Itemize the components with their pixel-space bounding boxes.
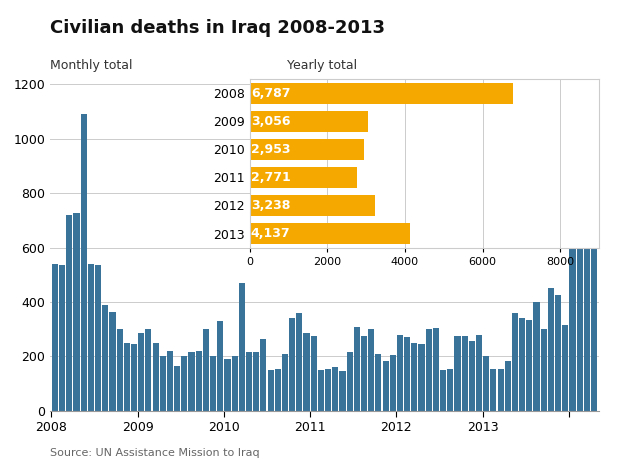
Bar bbox=[462, 336, 468, 411]
Bar bbox=[440, 370, 446, 411]
Bar bbox=[160, 356, 166, 411]
Bar bbox=[519, 318, 525, 411]
Bar bbox=[332, 368, 338, 411]
Bar bbox=[124, 343, 130, 411]
Bar bbox=[88, 264, 94, 411]
Bar bbox=[505, 361, 511, 411]
Bar bbox=[397, 335, 403, 411]
Bar bbox=[325, 369, 331, 411]
Text: Monthly total: Monthly total bbox=[50, 59, 132, 72]
Bar bbox=[548, 288, 554, 411]
Bar bbox=[253, 353, 259, 411]
Bar bbox=[390, 355, 396, 411]
Bar bbox=[66, 215, 72, 411]
Bar bbox=[131, 344, 137, 411]
Bar bbox=[275, 369, 281, 411]
Bar bbox=[303, 333, 310, 411]
Bar bbox=[181, 356, 187, 411]
Text: 3,056: 3,056 bbox=[251, 115, 290, 128]
Bar bbox=[239, 283, 245, 411]
Bar bbox=[102, 304, 109, 411]
Bar bbox=[74, 213, 80, 411]
Bar bbox=[117, 329, 123, 411]
Bar bbox=[225, 359, 230, 411]
Bar bbox=[383, 361, 389, 411]
Bar bbox=[260, 339, 266, 411]
Bar bbox=[584, 158, 590, 411]
Bar bbox=[411, 343, 417, 411]
Bar bbox=[174, 366, 180, 411]
Bar bbox=[339, 371, 346, 411]
Bar bbox=[361, 336, 367, 411]
Bar bbox=[145, 329, 152, 411]
Bar bbox=[250, 111, 368, 132]
Bar bbox=[469, 341, 475, 411]
Text: Civilian deaths in Iraq 2008-2013: Civilian deaths in Iraq 2008-2013 bbox=[50, 19, 385, 37]
Bar bbox=[95, 265, 101, 411]
Bar bbox=[318, 370, 324, 411]
Bar bbox=[540, 329, 547, 411]
Bar bbox=[375, 354, 381, 411]
Bar bbox=[296, 313, 303, 411]
Bar bbox=[203, 329, 209, 411]
Bar bbox=[534, 302, 540, 411]
Bar bbox=[354, 326, 360, 411]
Text: 2,771: 2,771 bbox=[251, 171, 291, 184]
Bar bbox=[289, 318, 295, 411]
Bar bbox=[512, 313, 518, 411]
Bar bbox=[346, 353, 353, 411]
Bar bbox=[555, 295, 561, 411]
Bar bbox=[476, 335, 482, 411]
Bar bbox=[433, 328, 439, 411]
Bar bbox=[217, 321, 223, 411]
Bar bbox=[138, 333, 144, 411]
Bar bbox=[52, 264, 58, 411]
Bar bbox=[196, 351, 202, 411]
Bar bbox=[562, 325, 568, 411]
Bar bbox=[250, 195, 375, 216]
Bar bbox=[268, 370, 274, 411]
Bar bbox=[232, 356, 238, 411]
Text: Source: UN Assistance Mission to Iraq: Source: UN Assistance Mission to Iraq bbox=[50, 448, 260, 458]
Bar bbox=[250, 167, 357, 188]
Bar bbox=[404, 337, 410, 411]
Text: 2,953: 2,953 bbox=[251, 143, 290, 156]
Bar bbox=[419, 344, 424, 411]
Bar bbox=[368, 329, 374, 411]
Bar bbox=[210, 356, 216, 411]
Bar bbox=[311, 336, 317, 411]
Bar bbox=[250, 223, 410, 244]
Bar bbox=[526, 320, 532, 411]
Bar bbox=[569, 248, 575, 411]
Bar bbox=[109, 311, 115, 411]
Bar bbox=[447, 369, 453, 411]
Bar bbox=[426, 329, 432, 411]
Bar bbox=[591, 223, 597, 411]
Bar bbox=[490, 369, 497, 411]
Bar bbox=[250, 139, 364, 160]
Bar bbox=[246, 353, 252, 411]
Bar bbox=[483, 356, 489, 411]
Bar bbox=[282, 354, 288, 411]
Text: 6,787: 6,787 bbox=[251, 87, 290, 100]
Bar bbox=[250, 83, 513, 104]
Bar bbox=[59, 265, 65, 411]
Text: 4,137: 4,137 bbox=[251, 227, 290, 240]
Text: Yearly total: Yearly total bbox=[287, 59, 357, 72]
Bar bbox=[167, 351, 173, 411]
Bar bbox=[497, 369, 504, 411]
Bar bbox=[152, 343, 158, 411]
Bar bbox=[454, 336, 461, 411]
Bar bbox=[80, 114, 87, 411]
Bar bbox=[188, 353, 195, 411]
Text: 3,238: 3,238 bbox=[251, 199, 290, 212]
Bar bbox=[577, 148, 583, 411]
